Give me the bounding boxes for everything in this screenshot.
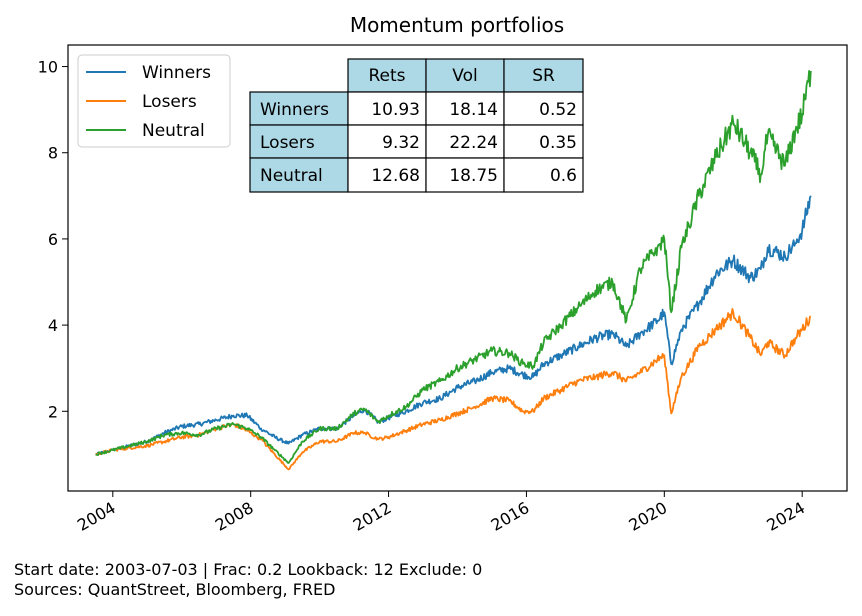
table-header-cell bbox=[503, 58, 584, 93]
table-cell-value: 0.6 bbox=[550, 166, 577, 186]
x-tick-label: 2020 bbox=[626, 498, 671, 535]
legend-label-winners: Winners bbox=[142, 63, 211, 83]
table-cell bbox=[425, 124, 505, 159]
table-cell-value: 10.93 bbox=[371, 100, 420, 120]
footer-params: Start date: 2003-07-03 | Frac: 0.2 Lookb… bbox=[14, 560, 483, 579]
legend-label-losers: Losers bbox=[142, 92, 197, 112]
y-tick-label: 4 bbox=[48, 316, 58, 335]
footer-sources: Sources: QuantStreet, Bloomberg, FRED bbox=[14, 580, 336, 599]
series-line-neutral bbox=[95, 70, 812, 464]
table-row-label: Neutral bbox=[260, 166, 323, 186]
stats-table: Rets Vol SR Winners 10.93 18.14 0.52 Losers 9.32… bbox=[249, 58, 584, 193]
table-cell-value: 18.14 bbox=[449, 100, 498, 120]
table-header-label: Rets bbox=[368, 66, 405, 86]
legend-label-neutral: Neutral bbox=[142, 121, 205, 141]
x-tick-label: 2008 bbox=[212, 498, 257, 535]
legend: Winners Losers Neutral bbox=[77, 54, 231, 148]
x-tick-label: 2016 bbox=[488, 498, 533, 535]
legend-frame bbox=[77, 54, 231, 148]
table-cell-value: 12.68 bbox=[371, 166, 420, 186]
table-header-label: Vol bbox=[452, 66, 477, 86]
series-layer bbox=[95, 70, 812, 471]
y-tick-label: 6 bbox=[48, 230, 58, 249]
y-tick-label: 10 bbox=[38, 58, 58, 77]
table-cell bbox=[503, 157, 584, 193]
table-row-label: Losers bbox=[260, 133, 315, 153]
table-row-label: Winners bbox=[260, 100, 329, 120]
series-line-winners bbox=[95, 195, 812, 456]
y-tick-label: 8 bbox=[48, 144, 58, 163]
y-tick-label: 2 bbox=[48, 402, 58, 421]
x-tick-label: 2012 bbox=[350, 498, 395, 535]
table-row-label-cell bbox=[249, 91, 349, 126]
x-tick-label: 2004 bbox=[74, 498, 119, 535]
chart-title: Momentum portfolios bbox=[350, 13, 564, 37]
table-cell bbox=[503, 124, 584, 159]
table-cell-value: 22.24 bbox=[449, 133, 498, 153]
table-header-cell bbox=[425, 58, 505, 93]
table-cell-value: 0.52 bbox=[539, 100, 577, 120]
table-cell-value: 9.32 bbox=[382, 133, 420, 153]
table-cell-value: 0.35 bbox=[539, 133, 577, 153]
table-cell bbox=[347, 157, 427, 193]
table-cell bbox=[425, 157, 505, 193]
table-cell bbox=[347, 124, 427, 159]
table-header-label: SR bbox=[532, 66, 555, 86]
x-tick-label: 2024 bbox=[763, 498, 808, 535]
series-line-losers bbox=[95, 308, 811, 471]
table-cell-value: 18.75 bbox=[449, 166, 498, 186]
plot-frame bbox=[67, 44, 848, 492]
